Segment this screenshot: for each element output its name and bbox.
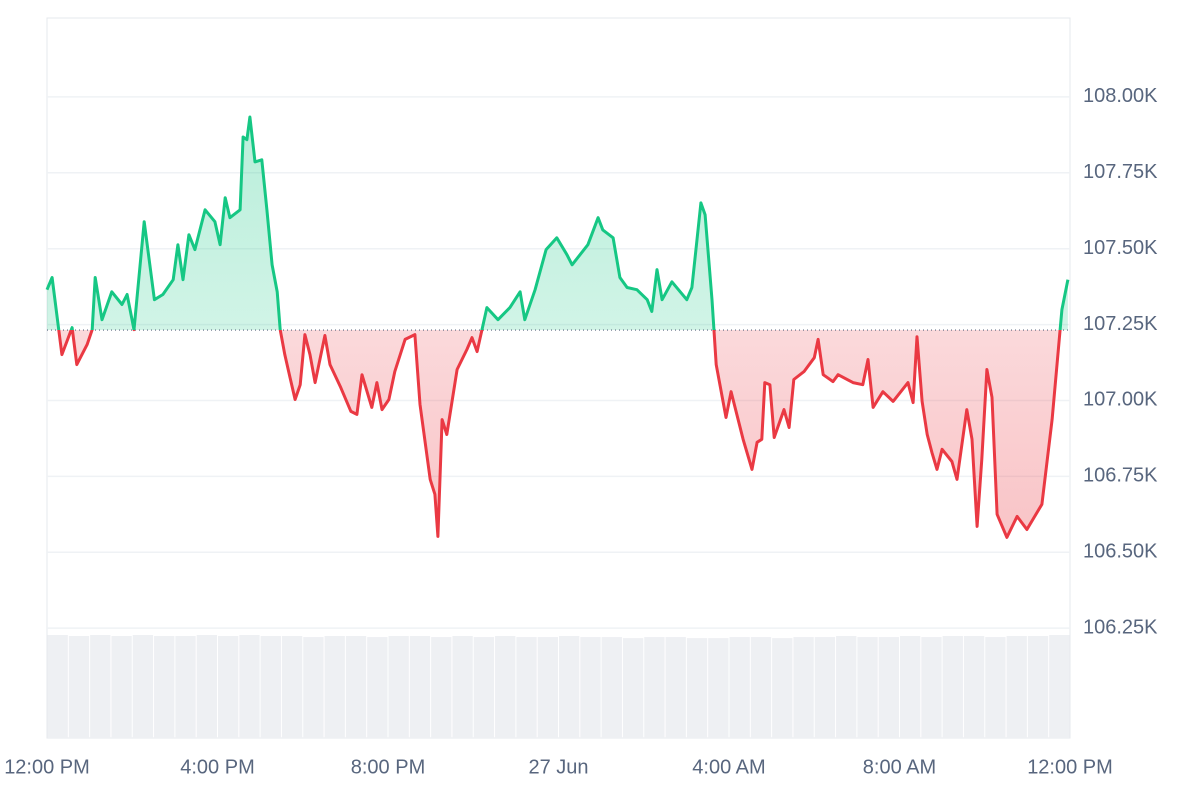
y-tick-label: 106.50K — [1083, 541, 1158, 563]
y-tick-label: 106.75K — [1083, 465, 1158, 487]
volume-bar — [686, 638, 708, 738]
area-down — [47, 330, 1068, 538]
volume-bar — [90, 635, 111, 738]
y-tick-label: 107.50K — [1083, 237, 1158, 259]
volume-bar — [750, 637, 772, 738]
volume-bar — [68, 636, 90, 738]
volume-bar — [345, 636, 367, 738]
volume-bar — [409, 636, 431, 738]
volume-bar — [154, 636, 175, 738]
volume-bar — [495, 636, 516, 738]
volume-bar — [900, 636, 921, 738]
x-tick-label: 8:00 AM — [863, 756, 936, 778]
volume-bar — [1049, 635, 1070, 738]
price-line-down — [57, 330, 1062, 539]
y-tick-label: 108.00K — [1083, 85, 1158, 107]
volume-bar — [857, 637, 878, 738]
y-tick-label: 106.25K — [1083, 616, 1158, 638]
volume-bar — [793, 637, 814, 738]
x-tick-label: 12:00 PM — [4, 756, 90, 778]
volume-bar — [665, 637, 686, 738]
volume-bar — [196, 635, 217, 738]
x-tick-label: 4:00 PM — [180, 756, 254, 778]
volume-bar — [175, 636, 196, 738]
volume-bar — [388, 636, 409, 738]
volume-bar — [963, 636, 985, 738]
volume-bar — [452, 636, 473, 738]
volume-bar — [367, 637, 388, 738]
volume-bar — [218, 636, 239, 738]
plot-frame — [46, 17, 1071, 739]
x-tick-label: 12:00 PM — [1027, 756, 1113, 778]
volume-bar — [281, 636, 303, 738]
volume-bar — [580, 637, 601, 738]
volume-bar — [644, 637, 665, 738]
volume-bar — [473, 637, 495, 738]
volume-bar — [1027, 636, 1049, 738]
volume-bar — [942, 636, 963, 738]
volume-bar — [537, 637, 558, 738]
volume-bar — [729, 637, 750, 738]
volume-bar — [836, 636, 857, 738]
volume-bar — [111, 636, 132, 738]
volume-bar — [1006, 636, 1027, 738]
volume-bar — [708, 638, 729, 738]
volume-bar — [516, 637, 537, 738]
y-tick-label: 107.00K — [1083, 389, 1158, 411]
x-tick-label: 4:00 AM — [692, 756, 765, 778]
volume-bar — [622, 638, 644, 738]
y-tick-label: 107.75K — [1083, 161, 1158, 183]
volume-bar — [260, 636, 281, 738]
x-tick-label: 27 Jun — [528, 756, 588, 778]
volume-bar — [772, 638, 793, 738]
volume-bar — [814, 637, 836, 738]
volume-bar — [559, 636, 580, 738]
x-tick-label: 8:00 PM — [351, 756, 425, 778]
volume-bar — [324, 636, 345, 738]
volume-bar — [921, 637, 942, 738]
area-up — [47, 117, 1068, 331]
volume-bar — [303, 637, 324, 738]
volume-bar — [985, 637, 1006, 738]
volume-bar — [431, 637, 452, 738]
volume-bar — [47, 635, 68, 738]
y-tick-label: 107.25K — [1083, 313, 1158, 335]
volume-bar — [601, 637, 622, 738]
volume-bar — [132, 635, 154, 738]
volume-bar — [878, 637, 899, 738]
volume-bar — [239, 635, 260, 738]
price-line-up — [45, 115, 1070, 331]
